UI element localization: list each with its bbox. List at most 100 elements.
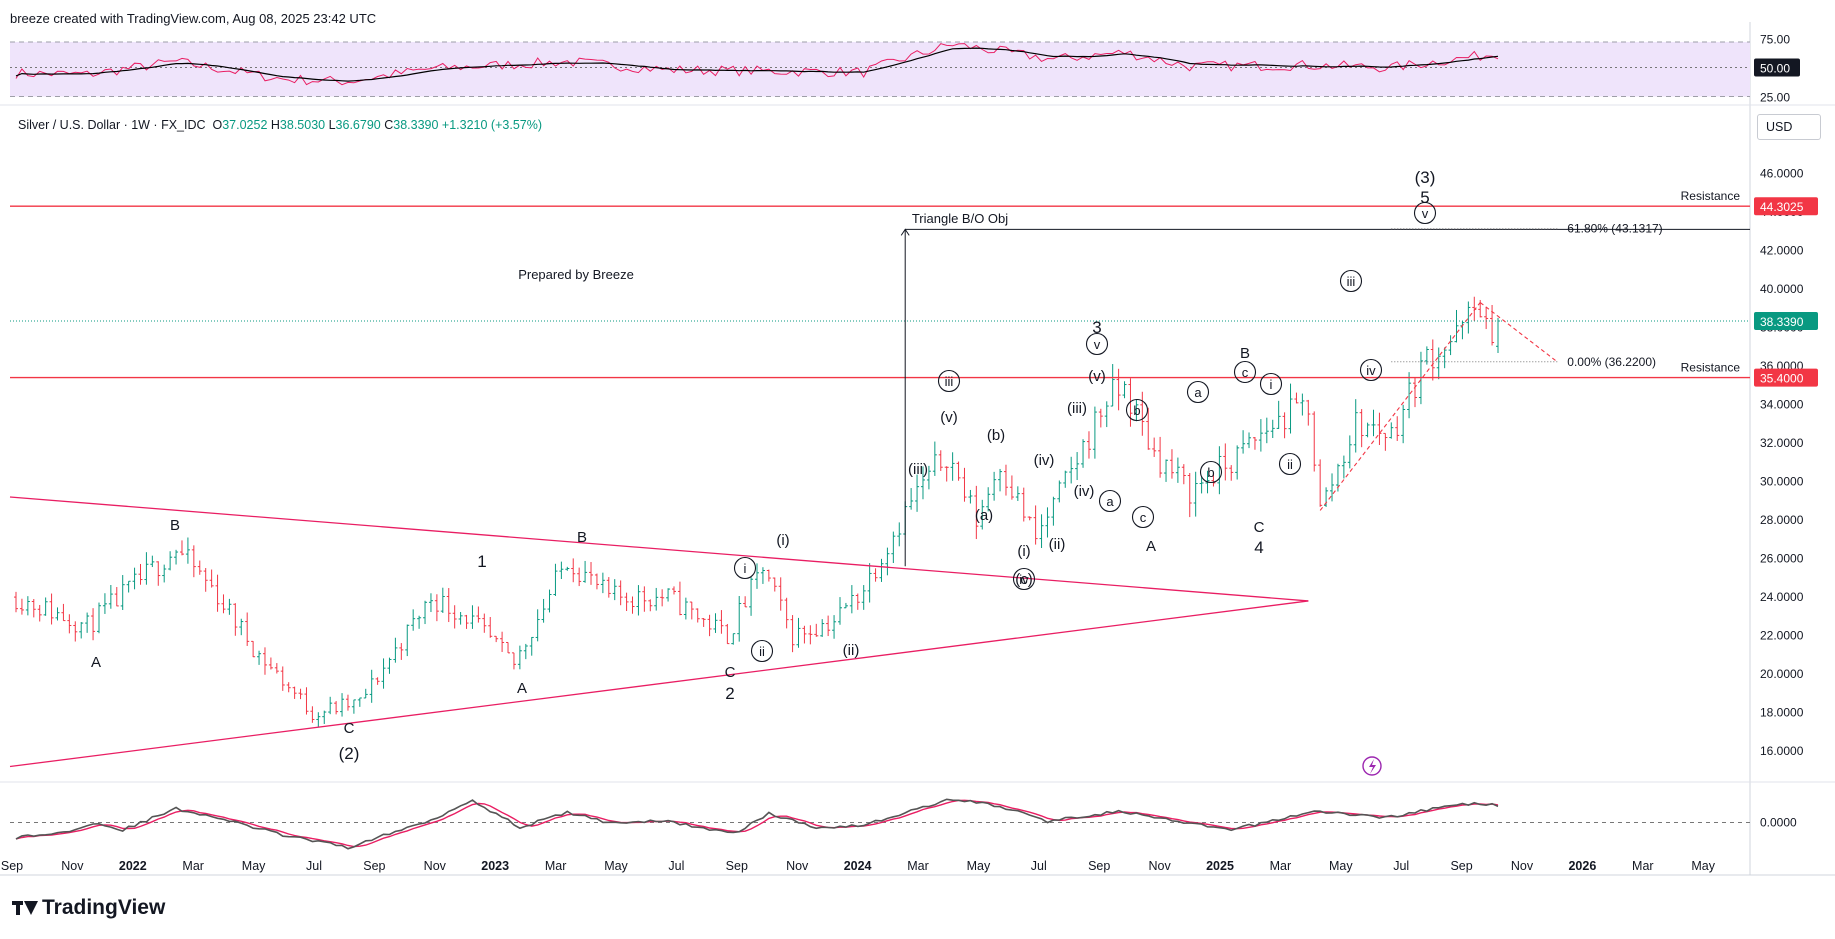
time-tick-10: May [604,859,628,873]
time-tick-27: Mar [1632,859,1654,873]
osc-main-line [15,798,1499,850]
wave-label-circle [1186,380,1210,404]
wave-label-circle [1098,489,1122,513]
flash-icon-bolt [1369,759,1376,774]
high-label: H [270,118,280,132]
wave-label: v [1094,337,1101,352]
wave-label-circle [733,556,757,580]
wave-label: (iii) [908,461,928,478]
time-tick-2: 2022 [119,859,147,873]
low-label: L [328,118,336,132]
wave-label: i [744,561,747,576]
wave-label: C [725,664,736,681]
wave-label: A [1146,538,1156,555]
wave-label-circle [1413,201,1437,225]
triangle-upper-line [9,496,1309,602]
high-value: 38.5030 [279,118,326,132]
wave-label: B [1240,345,1250,362]
price-tick-15: 46.0000 [1760,167,1804,181]
wave-label: i [1270,377,1273,392]
price-tick-5: 26.0000 [1760,552,1804,566]
resistance-value-0: 44.3025 [1760,200,1804,214]
time-tick-3: Mar [182,859,204,873]
price-tick-8: 32.0000 [1760,436,1804,450]
wave-label: B [170,517,180,534]
time-tick-28: May [1691,859,1715,873]
currency-selector[interactable]: USD [1757,114,1821,140]
wave-label-circle [1199,460,1223,484]
wave-label: 1 [477,552,486,571]
wave-label-circle [1233,360,1257,384]
resistance-title-1: Resistance [1681,361,1741,375]
wave-label: (ii) [1049,536,1066,553]
rsi-line [15,43,1499,86]
last-price-tag [1754,312,1818,331]
tradingview-logo-icon [12,901,38,915]
wave-label: C [1254,519,1265,536]
close-label: C [384,118,394,132]
wave-label-circle [1085,332,1109,356]
time-tick-11: Jul [668,859,684,873]
symbol-legend: Silver / U.S. Dollar · 1W · FX_IDC O37.0… [18,118,542,132]
rsi-value-label: 50.00 [1760,62,1790,76]
wave-label: b [1207,465,1214,480]
wave-label-circle [1278,452,1302,476]
time-tick-5: Jul [306,859,322,873]
osc-tick-0: 0.0000 [1760,816,1797,830]
wave-label: (iv) [1034,452,1055,469]
osc-signal-line [15,799,1499,848]
wave-projection-down [1479,302,1558,363]
time-tick-18: Sep [1088,859,1110,873]
time-tick-25: Nov [1511,859,1534,873]
wave-label: B [577,529,587,546]
wave-label: (3) [1415,168,1436,187]
triangle-lower-line [9,600,1309,768]
wave-label: (c) [1015,571,1033,588]
wave-label: (2) [339,744,360,763]
wave-label: c [1242,365,1249,380]
wave-label: (iii) [1067,400,1087,417]
rsi-tick-75: 75.00 [1760,32,1790,46]
symbol-name: Silver / U.S. Dollar · 1W · FX_IDC [18,118,206,132]
wave-label: (i) [776,532,789,549]
wave-label-circle [750,639,774,663]
time-tick-14: 2024 [844,859,872,873]
tradingview-logo[interactable]: TradingView [12,896,165,920]
wave-label: (v) [940,409,958,426]
wave-label-circle [1339,269,1363,293]
wave-label: (b) [987,427,1005,444]
wave-label: iv [1366,363,1376,378]
rsi-value-tag [1754,58,1800,77]
time-tick-0: Sep [1,859,23,873]
price-tick-6: 28.0000 [1760,513,1804,527]
author-note: Prepared by Breeze [518,267,634,282]
close-value: 38.3390 [393,118,439,132]
wave-label: ii [1287,457,1293,472]
resistance-value-1: 35.4000 [1760,372,1804,386]
price-tick-1: 18.0000 [1760,706,1804,720]
wave-label: a [1194,385,1202,400]
time-tick-16: May [967,859,991,873]
low-value: 36.6790 [335,118,381,132]
time-tick-4: May [242,859,266,873]
time-tick-13: Nov [786,859,809,873]
wave-label: (iv) [1074,483,1095,500]
wave-label: iii [1347,274,1356,289]
time-tick-17: Jul [1031,859,1047,873]
wave-label: a [1106,494,1114,509]
time-tick-8: 2023 [481,859,509,873]
time-tick-22: May [1329,859,1353,873]
price-tick-13: 42.0000 [1760,244,1804,258]
triangle-objective-label: Triangle B/O Obj [912,211,1008,226]
wave-label: 3 [1092,318,1101,337]
wave-label: 2 [725,684,734,703]
wave-label: c [1140,510,1147,525]
time-tick-6: Sep [363,859,385,873]
wave-label: iii [945,374,954,389]
price-tick-9: 34.0000 [1760,398,1804,412]
rsi-band [10,41,1750,97]
wave-label-circle [1012,567,1036,591]
time-tick-7: Nov [424,859,447,873]
fib-label-1: 0.00% (36.2200) [1567,355,1656,369]
